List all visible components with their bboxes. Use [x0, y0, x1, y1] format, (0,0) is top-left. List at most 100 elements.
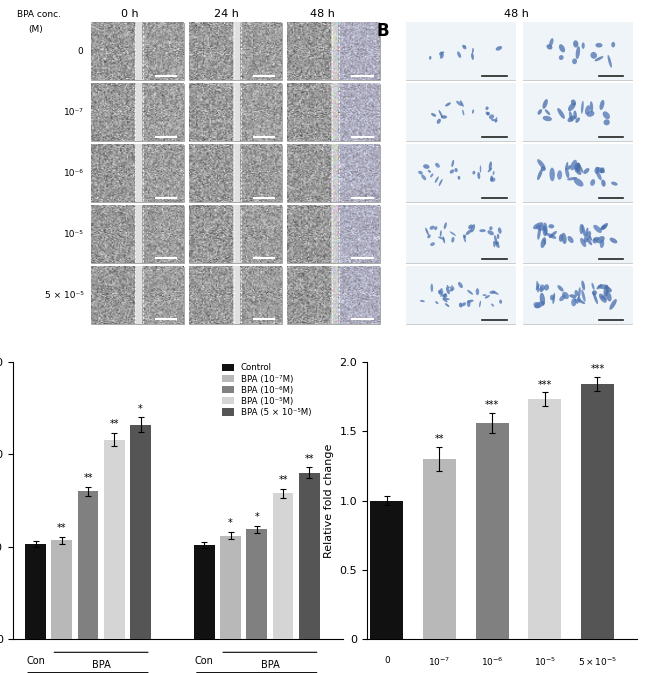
Ellipse shape	[575, 117, 580, 123]
Ellipse shape	[440, 230, 442, 237]
Ellipse shape	[590, 101, 593, 112]
Ellipse shape	[590, 179, 595, 186]
Ellipse shape	[482, 294, 486, 296]
Ellipse shape	[565, 168, 569, 178]
FancyBboxPatch shape	[189, 206, 282, 263]
Ellipse shape	[585, 227, 588, 236]
Ellipse shape	[439, 288, 443, 295]
Ellipse shape	[552, 293, 555, 304]
FancyBboxPatch shape	[523, 84, 632, 141]
Ellipse shape	[459, 303, 462, 308]
Ellipse shape	[537, 159, 545, 169]
Ellipse shape	[578, 287, 580, 299]
Ellipse shape	[442, 294, 447, 298]
Ellipse shape	[499, 299, 502, 304]
Ellipse shape	[543, 116, 552, 121]
FancyBboxPatch shape	[91, 145, 183, 202]
Ellipse shape	[544, 284, 549, 291]
Ellipse shape	[606, 291, 612, 302]
Ellipse shape	[493, 241, 495, 248]
Bar	[130, 425, 151, 639]
Text: ***: ***	[485, 400, 499, 411]
Text: 48 h: 48 h	[310, 9, 335, 19]
Ellipse shape	[596, 167, 605, 173]
Bar	[51, 540, 72, 639]
Bar	[528, 399, 561, 639]
Ellipse shape	[496, 242, 499, 245]
Ellipse shape	[534, 302, 541, 308]
Text: (M): (M)	[28, 25, 43, 34]
Ellipse shape	[538, 109, 542, 115]
Text: $5 \times 10^{-5}$: $5 \times 10^{-5}$	[578, 656, 617, 668]
Text: **: **	[57, 523, 66, 533]
FancyBboxPatch shape	[287, 206, 380, 263]
Ellipse shape	[497, 234, 499, 239]
Ellipse shape	[441, 115, 447, 118]
Ellipse shape	[454, 168, 458, 172]
Ellipse shape	[562, 233, 567, 244]
Ellipse shape	[581, 289, 586, 302]
Text: $10^{-7}$: $10^{-7}$	[428, 656, 450, 668]
Bar	[25, 544, 46, 639]
Ellipse shape	[430, 225, 435, 229]
Ellipse shape	[559, 295, 566, 302]
Ellipse shape	[611, 182, 618, 186]
Ellipse shape	[557, 108, 565, 119]
Ellipse shape	[557, 170, 562, 180]
Legend: Control, BPA (10⁻⁷M), BPA (10⁻⁶M), BPA (10⁻⁵M), BPA (5 × 10⁻⁵M): Control, BPA (10⁻⁷M), BPA (10⁻⁶M), BPA (…	[222, 363, 311, 417]
Ellipse shape	[490, 178, 495, 182]
FancyBboxPatch shape	[406, 267, 515, 324]
Ellipse shape	[543, 223, 547, 236]
Ellipse shape	[462, 302, 466, 306]
Ellipse shape	[540, 285, 545, 291]
Ellipse shape	[489, 114, 494, 119]
Ellipse shape	[488, 168, 492, 172]
Ellipse shape	[443, 298, 448, 302]
Bar	[299, 473, 320, 639]
FancyBboxPatch shape	[287, 24, 380, 80]
Ellipse shape	[550, 295, 554, 300]
Ellipse shape	[443, 298, 450, 300]
Ellipse shape	[496, 46, 502, 50]
Ellipse shape	[573, 178, 584, 186]
Ellipse shape	[577, 299, 585, 304]
Ellipse shape	[429, 56, 432, 60]
Ellipse shape	[599, 293, 606, 303]
Ellipse shape	[586, 111, 595, 117]
FancyBboxPatch shape	[287, 267, 380, 324]
Ellipse shape	[451, 160, 454, 167]
Ellipse shape	[451, 237, 454, 242]
Ellipse shape	[480, 166, 481, 173]
Ellipse shape	[581, 281, 585, 290]
Bar	[370, 501, 403, 639]
Ellipse shape	[575, 168, 581, 175]
Text: Con: Con	[26, 656, 45, 666]
Bar	[273, 493, 293, 639]
Ellipse shape	[601, 180, 606, 186]
Ellipse shape	[586, 238, 592, 245]
FancyBboxPatch shape	[523, 24, 632, 80]
Ellipse shape	[476, 288, 479, 295]
Ellipse shape	[547, 44, 552, 50]
Ellipse shape	[491, 119, 497, 122]
Bar	[104, 439, 125, 639]
FancyBboxPatch shape	[189, 84, 282, 141]
Ellipse shape	[605, 287, 612, 292]
Ellipse shape	[441, 52, 445, 54]
Ellipse shape	[597, 236, 604, 244]
Ellipse shape	[541, 238, 546, 248]
Ellipse shape	[449, 287, 454, 290]
Ellipse shape	[582, 42, 585, 49]
Text: 10⁻⁶: 10⁻⁶	[64, 169, 83, 178]
Ellipse shape	[467, 299, 474, 303]
FancyBboxPatch shape	[406, 206, 515, 263]
Ellipse shape	[543, 239, 546, 244]
Ellipse shape	[596, 170, 602, 180]
Ellipse shape	[449, 289, 453, 291]
Ellipse shape	[467, 290, 473, 295]
Ellipse shape	[428, 170, 431, 173]
Ellipse shape	[580, 238, 586, 247]
Ellipse shape	[538, 227, 541, 240]
Ellipse shape	[582, 224, 586, 237]
Ellipse shape	[425, 227, 429, 236]
